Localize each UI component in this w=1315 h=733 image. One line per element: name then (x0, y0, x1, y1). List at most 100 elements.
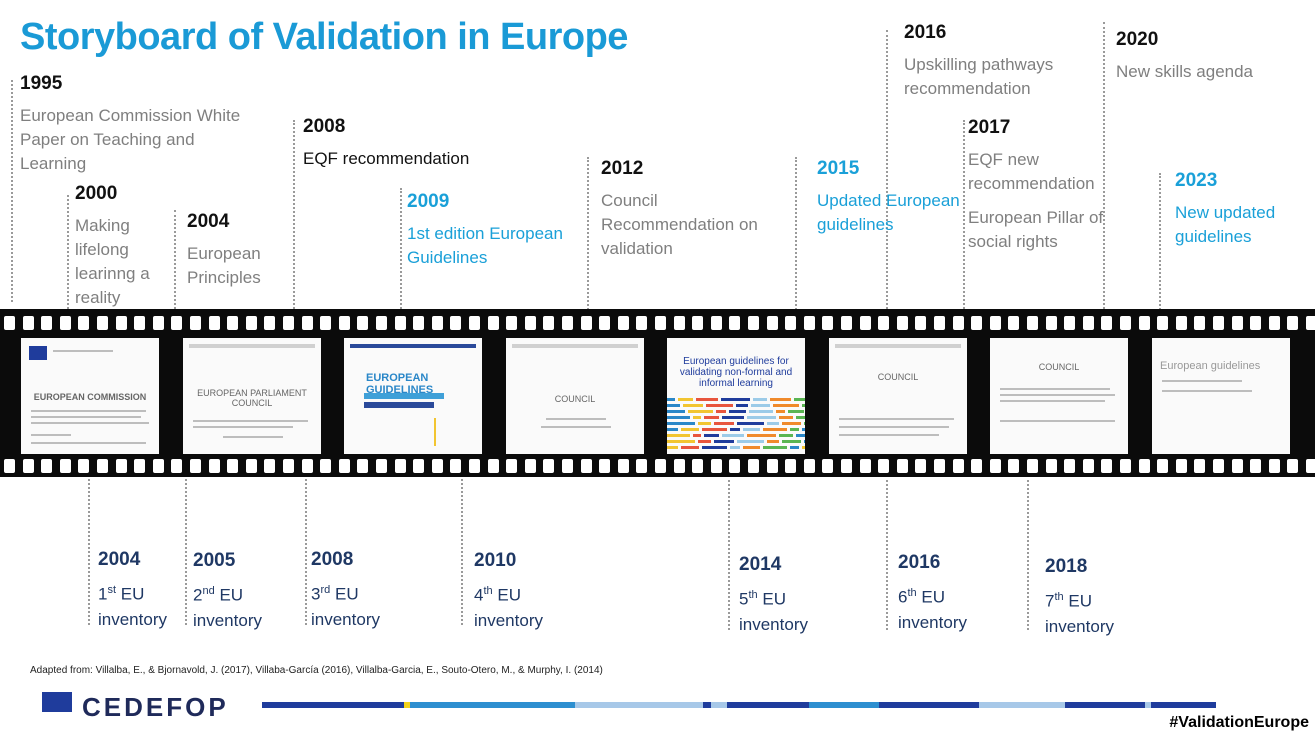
film-hole (152, 459, 164, 473)
event-year: 2015 (817, 158, 860, 179)
cover-stripe (667, 434, 690, 437)
footer-bar-segment (575, 702, 703, 708)
cover-stripe (743, 446, 760, 449)
film-hole (171, 316, 183, 330)
film-hole (97, 316, 108, 330)
cover-stripe (698, 440, 711, 443)
connector-line (1027, 475, 1029, 630)
cover-stripe (729, 410, 746, 413)
film-hole (320, 459, 332, 473)
film-hole (859, 459, 871, 473)
event-text: European Principles (187, 244, 261, 287)
film-hole (915, 316, 927, 330)
film-hole (22, 316, 34, 330)
film-hole (245, 459, 257, 473)
thumbnail-caption: COUNCIL (1038, 362, 1080, 372)
film-hole (190, 459, 201, 473)
film-hole (524, 459, 536, 473)
event-2004: 2004 European Principles (187, 210, 287, 290)
film-hole (989, 316, 1001, 330)
thumbnail-caption: European guidelines for validating non-f… (679, 356, 793, 389)
footer-bar-segment (703, 702, 711, 708)
film-hole (841, 316, 852, 330)
connector-line (1159, 173, 1161, 313)
inventory-2004: 2004 1st EU inventory (98, 547, 167, 632)
film-hole (729, 316, 741, 330)
inventory-label: EU (334, 584, 359, 604)
cover-stripe (788, 410, 804, 413)
film-hole (208, 316, 220, 330)
inventory-2014: 2014 5th EU inventory (739, 552, 808, 637)
film-hole (59, 316, 71, 330)
film-hole (78, 316, 90, 330)
inventory-label: inventory (739, 614, 808, 634)
film-hole (413, 459, 425, 473)
cover-stripe (667, 398, 675, 401)
connector-line (11, 80, 13, 302)
cover-stripe (667, 404, 680, 407)
eu-flag-icon (42, 692, 72, 712)
event-2009: 2009 1st edition European Guidelines (407, 190, 587, 270)
event-year: 1995 (20, 73, 63, 94)
cover-stripe (678, 398, 693, 401)
cover-stripe (796, 434, 805, 437)
film-hole (766, 459, 778, 473)
cover-stripe (776, 410, 785, 413)
inventory-ordinal: 5 (739, 589, 749, 609)
cover-stripe (737, 440, 764, 443)
film-hole (376, 316, 387, 330)
film-hole (766, 316, 778, 330)
cover-stripe (736, 404, 748, 407)
cover-stripe (790, 446, 799, 449)
inventory-label: inventory (474, 610, 543, 630)
connector-line (963, 120, 965, 313)
connector-line (185, 475, 187, 625)
event-year: 2000 (75, 183, 118, 204)
film-hole (859, 316, 871, 330)
inventory-label: EU (1068, 591, 1093, 611)
film-hole (636, 316, 648, 330)
film-hole (152, 316, 164, 330)
cover-stripe (667, 410, 685, 413)
film-perforations-top (0, 316, 1315, 330)
cover-stripe (804, 422, 805, 425)
footer-bar-segment (711, 702, 727, 708)
film-hole (450, 316, 462, 330)
inventory-label: inventory (898, 612, 967, 632)
film-hole (1082, 459, 1094, 473)
film-hole (376, 459, 387, 473)
film-hole (915, 459, 927, 473)
event-1995: 1995 European Commission White Paper on … (20, 72, 260, 176)
film-hole (22, 459, 34, 473)
thumbnail-caption: EUROPEAN COMMISSION (33, 392, 147, 402)
cover-stripe (749, 410, 773, 413)
ordinal-suffix: nd (202, 585, 215, 597)
event-text-2: European Pillar of social rights (968, 208, 1104, 251)
inventory-label: EU (219, 585, 244, 605)
inventory-ordinal: 3 (311, 584, 321, 604)
film-hole (301, 459, 313, 473)
film-hole (878, 459, 890, 473)
film-hole (1045, 316, 1057, 330)
film-hole (822, 316, 834, 330)
inventory-ordinal: 2 (193, 585, 203, 605)
film-hole (1231, 459, 1243, 473)
film-hole (115, 459, 127, 473)
inventory-label: EU (921, 587, 946, 607)
film-hole (617, 459, 629, 473)
cover-stripe (696, 398, 718, 401)
film-hole (245, 316, 257, 330)
film-hole (599, 316, 611, 330)
film-hole (1157, 459, 1169, 473)
connector-line (728, 475, 730, 630)
film-hole (506, 459, 518, 473)
document-thumbnail: COUNCIL (990, 338, 1128, 454)
film-hole (283, 459, 294, 473)
film-hole (1231, 316, 1243, 330)
cover-stripe (721, 398, 750, 401)
film-hole (655, 316, 666, 330)
connector-line (461, 475, 463, 625)
film-hole (989, 459, 1001, 473)
cover-stripe (794, 398, 805, 401)
connector-line (67, 195, 69, 313)
